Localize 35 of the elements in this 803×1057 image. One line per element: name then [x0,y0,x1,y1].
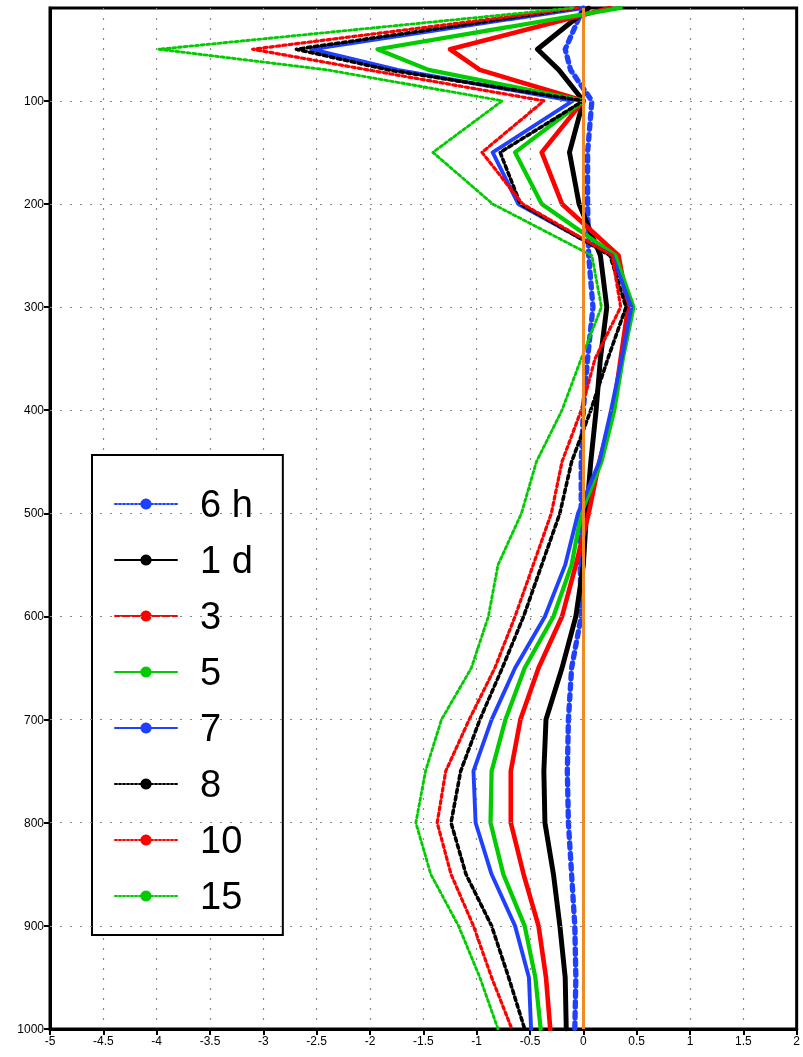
y-tick-label: 500 [23,506,45,521]
x-tick-label: 0.5 [628,1034,646,1048]
x-tick-label: 1 [686,1034,694,1048]
legend-label: 15 [200,875,243,917]
y-tick-label: 200 [23,196,45,211]
x-tick-label: -1 [471,1034,483,1048]
y-tick-label: 800 [23,815,45,830]
legend-label: 3 [200,595,222,637]
line-series [375,5,636,1032]
y-tick-label: 100 [23,93,45,108]
legend-label: 7 [200,707,222,749]
x-tick-label: -5 [44,1034,56,1048]
x-tick-label: -3.5 [199,1034,221,1048]
x-tick-label: -4 [151,1034,163,1048]
y-tick-label: 400 [23,403,45,418]
legend-label: 5 [200,651,222,693]
legend-label: 6 h [200,483,253,525]
x-tick-label: -2.5 [306,1034,328,1048]
y-tick-label: 1000 [17,1022,45,1036]
x-tick-label: -4.5 [92,1034,114,1048]
x-tick-label: 1.5 [734,1034,752,1048]
legend-label: 10 [200,819,243,861]
line-series [157,6,603,1031]
x-tick-label: -2 [364,1034,376,1048]
x-tick-label: -3 [258,1034,269,1048]
y-tick-label: 700 [23,712,45,727]
y-tick-label: 600 [23,609,45,624]
y-tick-label: 900 [23,918,45,933]
x-tick-label: 0 [579,1034,587,1048]
x-tick-label: -1.5 [412,1034,434,1048]
legend-label: 1 d [200,539,253,581]
x-tick-label: -0.5 [519,1034,541,1048]
legend-label: 8 [200,763,222,805]
x-tick-label: 2 [793,1034,801,1048]
y-tick-label: 300 [23,300,45,315]
